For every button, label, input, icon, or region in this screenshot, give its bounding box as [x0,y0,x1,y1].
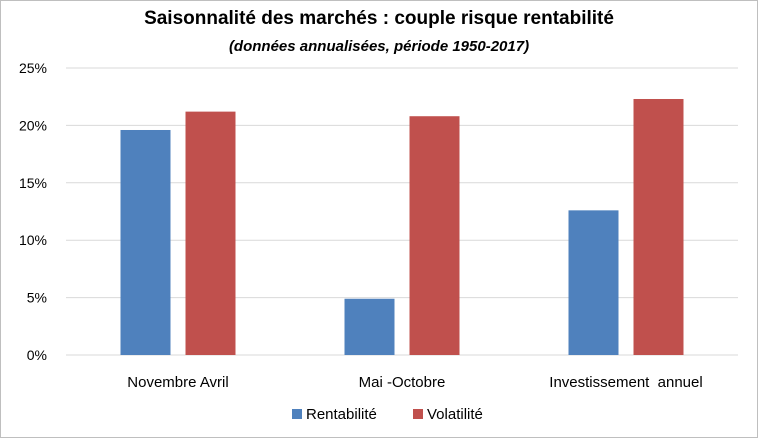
bar-rentabilite [120,129,171,355]
y-tick-label: 20% [19,117,47,133]
bar-rentabilite [568,210,619,355]
y-tick-label: 15% [19,175,47,191]
legend: Rentabilité Volatilité [292,406,483,423]
y-tick-label: 25% [19,60,47,76]
y-tick-label: 0% [27,347,47,363]
y-tick-label: 5% [27,290,47,306]
bar-volatilite [409,116,460,355]
y-axis-ticks: 0% 5% 10% 15% 20% 25% [19,60,47,363]
bar-volatilite [185,111,236,356]
chart-subtitle: (données annualisées, période 1950-2017) [228,38,530,55]
y-tick-label: 10% [19,232,47,248]
legend-label: Volatilité [427,406,483,423]
x-category-label: Investissement annuel [549,374,702,391]
legend-label: Rentabilité [306,406,377,423]
legend-swatch [413,409,423,419]
gridlines [66,67,738,356]
x-category-label: Novembre Avril [127,374,228,391]
bar-volatilite [633,98,684,355]
x-category-label: Mai -Octobre [359,374,446,391]
legend-swatch [292,409,302,419]
bars [120,98,684,356]
x-axis-labels: Novembre Avril Mai -Octobre Investissement… [127,374,702,391]
chart-title: Saisonnalité des marchés : couple risque… [144,8,614,29]
bar-rentabilite [344,298,395,355]
